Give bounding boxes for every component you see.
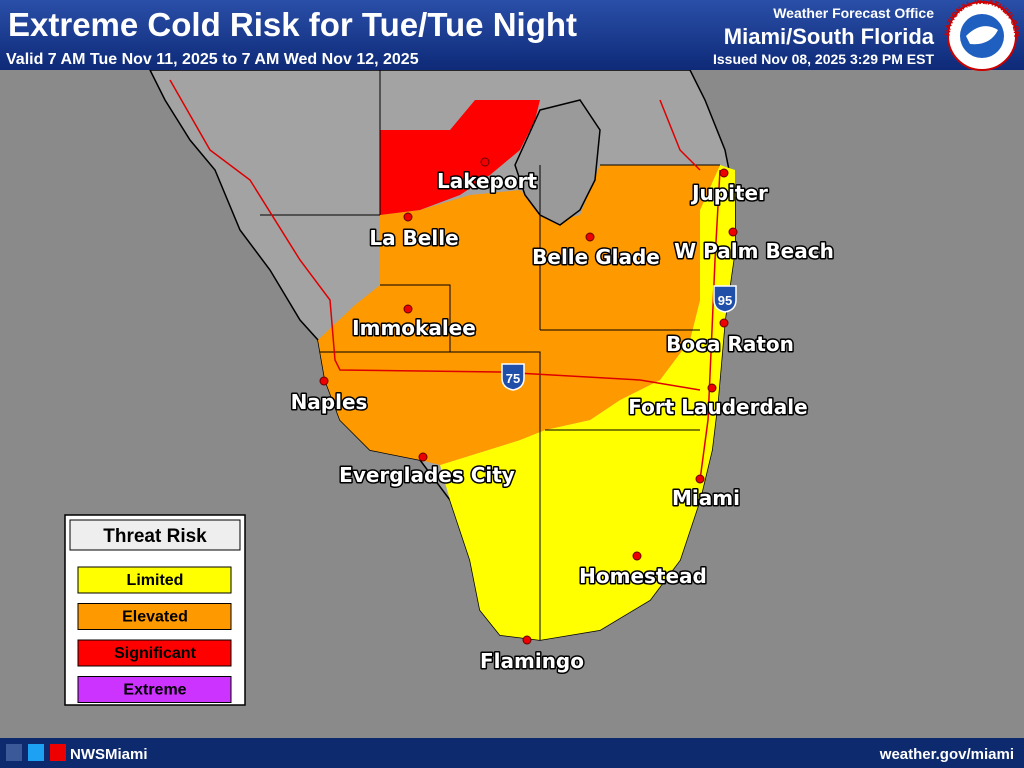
legend-title: Threat Risk (103, 526, 207, 547)
facebook-icon[interactable] (6, 744, 22, 761)
legend-label: Limited (127, 572, 184, 589)
city-label: La Belle (369, 226, 458, 250)
social-handle[interactable]: NWSMiami (70, 746, 148, 763)
city-label: Belle Glade (532, 245, 660, 269)
city-dot (719, 318, 729, 328)
nws-logo (947, 1, 1017, 71)
city-dot (403, 304, 413, 314)
city-dot (319, 376, 329, 386)
county-lines (260, 70, 720, 640)
city-label: Flamingo (480, 649, 584, 673)
city-dot (728, 227, 738, 237)
twitter-icon[interactable] (28, 744, 44, 761)
highway-shield (501, 363, 525, 391)
legend-swatch (77, 676, 232, 703)
legend-swatch (77, 639, 232, 667)
city-dot (632, 551, 642, 561)
city-label: Miami (672, 486, 740, 510)
header-bar (0, 0, 1024, 70)
office: Miami/South Florida (724, 24, 935, 49)
office-label: Weather Forecast Office (773, 5, 934, 21)
city-dot (522, 635, 532, 645)
limited-zone (440, 165, 735, 640)
city-dot (418, 452, 428, 462)
city-label: Immokalee (352, 316, 476, 340)
roads (169, 79, 721, 481)
city-label: W Palm Beach (674, 239, 834, 263)
issued: Issued Nov 08, 2025 3:29 PM EST (713, 51, 934, 67)
lake-okeechobee (514, 99, 601, 226)
legend-swatch (77, 603, 232, 630)
city-label: Lakeport (437, 169, 537, 193)
title: Extreme Cold Risk for Tue/Tue Night (8, 6, 577, 43)
elevated-zone (318, 165, 720, 465)
highway-shield (713, 285, 737, 313)
city-label: Naples (291, 390, 368, 414)
city-dot (480, 157, 490, 167)
highway-number: 75 (506, 371, 520, 386)
city-dot (719, 168, 729, 178)
city-dot (403, 212, 413, 222)
city-label: Homestead (579, 564, 707, 588)
city-dot (695, 474, 705, 484)
city-label: Fort Lauderdale (628, 395, 807, 419)
website[interactable]: weather.gov/miami (879, 746, 1014, 763)
city-dot (707, 383, 717, 393)
highway-number: 95 (718, 293, 732, 308)
city-dot (585, 232, 595, 242)
legend-label: Significant (114, 645, 196, 662)
legend-label: Extreme (123, 682, 186, 699)
legend-label: Elevated (122, 609, 188, 626)
youtube-icon[interactable] (50, 744, 66, 761)
legend-swatch (77, 566, 232, 594)
valid-time: Valid 7 AM Tue Nov 11, 2025 to 7 AM Wed … (6, 51, 419, 68)
city-label: Everglades City (339, 463, 515, 487)
legend: Threat Risk Limited Elevated Significant Ex… (64, 514, 246, 706)
footer-bar (0, 738, 1024, 768)
significant-zone (380, 100, 540, 215)
city-label: Jupiter (690, 181, 768, 205)
city-label: Boca Raton (666, 332, 794, 356)
